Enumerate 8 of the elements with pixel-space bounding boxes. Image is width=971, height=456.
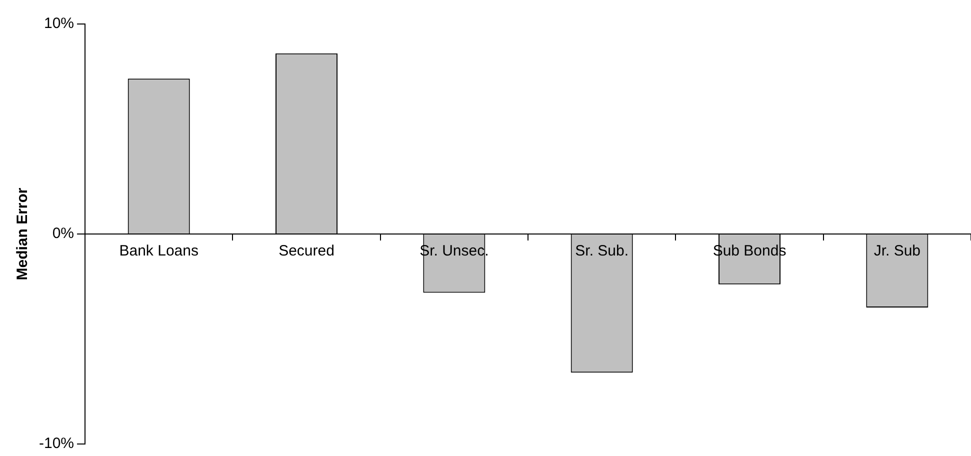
x-tick-label: Bank Loans xyxy=(119,242,198,260)
y-tick-label: 0% xyxy=(52,225,74,242)
y-tick-label: -10% xyxy=(38,435,74,452)
x-tick-label: Secured xyxy=(278,242,334,260)
x-tick-label: Jr. Sub xyxy=(874,242,921,260)
x-tick-label: Sr. Sub. xyxy=(575,242,629,260)
y-axis-title: Median Error xyxy=(14,188,32,280)
y-tick-label: 10% xyxy=(44,15,74,32)
